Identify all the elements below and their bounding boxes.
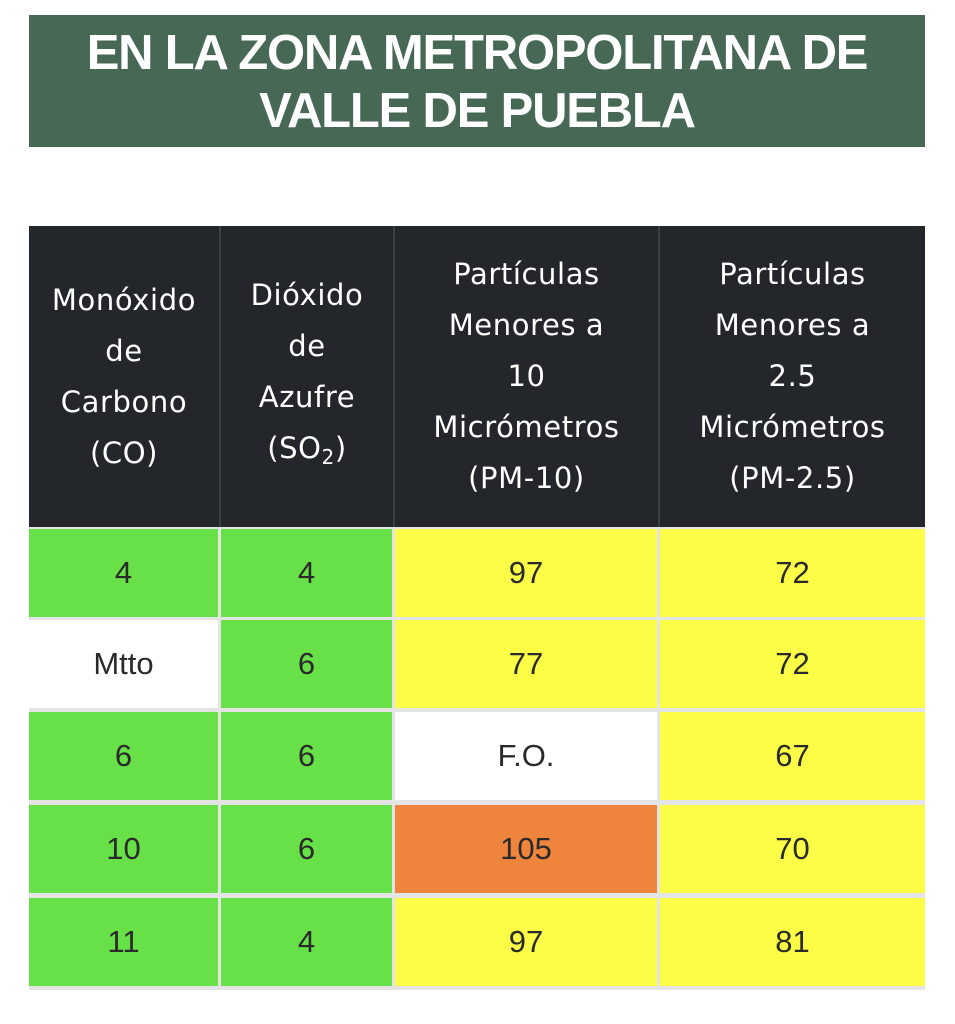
header-co-line: (CO) [89, 435, 159, 470]
title-banner: EN LA ZONA METROPOLITANA DE VALLE DE PUE… [29, 15, 925, 147]
table-cell: 72 [660, 620, 925, 708]
table-cell: 67 [660, 712, 925, 800]
table-cell: 72 [660, 529, 925, 617]
header-co-line: de [105, 333, 143, 368]
column-divider [658, 226, 660, 527]
title-line-1: EN LA ZONA METROPOLITANA DE [86, 26, 869, 80]
header-pm25: Partículas Menores a 2.5 Micrómetros (PM… [660, 226, 925, 527]
table-cell: 4 [29, 529, 218, 617]
header-pm25-line: (PM-2.5) [729, 461, 856, 495]
title-line-2: VALLE DE PUEBLA [259, 84, 696, 138]
table-cell: 11 [29, 898, 218, 986]
table-cell: 77 [395, 620, 657, 708]
table-cell: 70 [660, 805, 925, 893]
header-pm10-line: Menores a [448, 308, 605, 342]
header-pm25-line: Micrómetros [699, 410, 886, 444]
table-cell: 97 [395, 898, 657, 986]
header-pm10: Partículas Menores a 10 Micrómetros (PM-… [395, 226, 658, 527]
header-co-line: Monóxido [51, 282, 197, 317]
formula-subscript: 2 [321, 445, 335, 469]
table-cell: 4 [221, 898, 392, 986]
table-cell: 6 [29, 712, 218, 800]
header-pm25-line: 2.5 [768, 359, 817, 393]
table-cell: F.O. [395, 712, 657, 800]
table-cell: 6 [221, 712, 392, 800]
table-cell: 97 [395, 529, 657, 617]
table-cell: Mtto [29, 620, 218, 708]
table-cell: 6 [221, 620, 392, 708]
table-cell: 6 [221, 805, 392, 893]
header-pm10-line: (PM-10) [468, 461, 585, 495]
header-so2-line: de [288, 329, 326, 363]
header-pm25-line: Menores a [714, 308, 871, 342]
column-divider [219, 226, 221, 527]
formula-prefix: (SO [267, 431, 322, 465]
header-so2-line: Azufre [258, 380, 356, 414]
header-co: Monóxido de Carbono (CO) [29, 226, 219, 527]
header-pm10-line: Micrómetros [433, 410, 620, 444]
header-so2-line: Dióxido [250, 278, 364, 312]
header-so2: Dióxido de Azufre (SO2) [221, 226, 393, 527]
table-cell: 105 [395, 805, 657, 893]
header-pm25-line: Partículas [719, 257, 866, 291]
header-so2-formula: (SO2) [251, 423, 364, 483]
formula-suffix: ) [334, 431, 347, 465]
table-cell: 10 [29, 805, 218, 893]
header-pm10-line: Partículas [453, 257, 600, 291]
table-cell: 4 [221, 529, 392, 617]
table-cell: 81 [660, 898, 925, 986]
column-divider [393, 226, 395, 527]
header-pm10-line: 10 [507, 359, 546, 393]
header-co-line: Carbono [60, 384, 188, 419]
table-header-row: Monóxido de Carbono (CO) Dióxido de Azuf… [29, 226, 925, 527]
pollutant-table: Monóxido de Carbono (CO) Dióxido de Azuf… [29, 226, 925, 990]
